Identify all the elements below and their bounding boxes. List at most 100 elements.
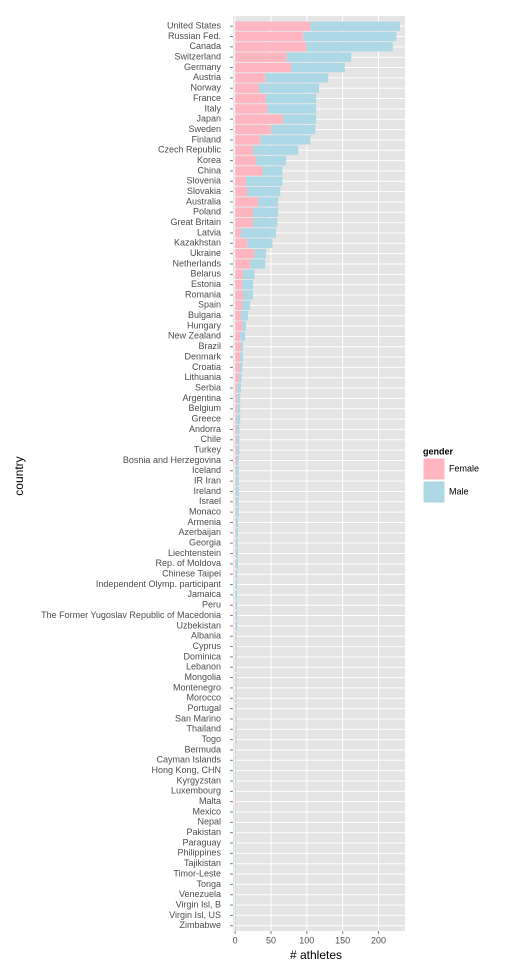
bar xyxy=(235,652,236,662)
x-tick-label: 100 xyxy=(299,935,314,945)
bar xyxy=(235,745,236,755)
bar xyxy=(235,610,238,621)
y-tick-label: Belarus xyxy=(190,269,221,279)
bar xyxy=(235,362,240,373)
bar xyxy=(235,114,284,124)
bar xyxy=(235,714,237,724)
x-tick-label: 150 xyxy=(335,935,350,945)
bar xyxy=(238,373,242,383)
y-tick-label: Monaco xyxy=(189,507,221,517)
bar xyxy=(286,52,352,62)
bar xyxy=(310,21,400,31)
bar xyxy=(236,435,240,445)
bar xyxy=(235,476,236,486)
y-tick-label: Independent Olymp. participant xyxy=(96,579,222,589)
bar xyxy=(235,662,237,672)
bar xyxy=(235,424,237,435)
bar xyxy=(235,104,268,114)
y-tick-label: The Former Yugoslav Republic of Macedoni… xyxy=(41,610,221,620)
bar xyxy=(240,331,246,342)
bar xyxy=(235,569,236,579)
bar xyxy=(235,186,248,197)
bar xyxy=(235,197,259,207)
bar xyxy=(253,145,299,155)
y-tick-label: Belgium xyxy=(188,403,221,413)
bar xyxy=(303,31,397,42)
bar xyxy=(235,486,239,497)
y-tick-label: Ukraine xyxy=(190,248,221,258)
y-tick-label: Andorra xyxy=(189,424,221,434)
y-tick-label: Peru xyxy=(202,600,221,610)
bar xyxy=(253,217,278,228)
bar xyxy=(235,435,237,445)
bar xyxy=(240,311,249,321)
y-tick-label: Lithuania xyxy=(184,372,221,382)
y-tick-label: Iceland xyxy=(192,465,221,475)
y-tick-label: Ireland xyxy=(193,486,221,496)
bar xyxy=(235,538,239,548)
y-tick-label: Germany xyxy=(184,62,222,72)
bar xyxy=(283,114,317,124)
bar xyxy=(235,569,238,579)
bar xyxy=(235,807,236,817)
bar xyxy=(258,83,319,93)
bar xyxy=(240,228,276,238)
bar xyxy=(235,280,243,290)
bar xyxy=(235,31,304,42)
legend-key xyxy=(422,480,446,504)
bar xyxy=(235,476,239,486)
bar xyxy=(235,859,236,869)
y-tick-label: Denmark xyxy=(184,351,221,361)
bar xyxy=(235,590,238,600)
y-tick-label: Slovenia xyxy=(186,176,221,186)
bar xyxy=(235,869,236,879)
y-tick-label: Hong Kong, CHN xyxy=(151,765,221,775)
y-tick-label: Mexico xyxy=(192,806,221,816)
y-tick-label: Netherlands xyxy=(172,258,221,268)
y-tick-label: Austria xyxy=(193,72,221,82)
y-tick-label: Georgia xyxy=(189,538,221,548)
y-tick-label: Russian Fed. xyxy=(168,31,221,41)
bar xyxy=(237,404,241,414)
y-tick-label: Timor-Leste xyxy=(173,868,221,878)
bar xyxy=(235,248,255,259)
x-axis-title: # athletes xyxy=(290,948,342,962)
bar xyxy=(235,641,237,652)
bar xyxy=(235,124,271,135)
y-tick-label: Azerbaijan xyxy=(178,527,221,537)
bar xyxy=(235,217,254,228)
bar xyxy=(236,424,240,435)
y-tick-label: Armenia xyxy=(187,517,221,527)
bar xyxy=(235,52,287,62)
y-tick-label: Mongolia xyxy=(184,672,221,682)
bar xyxy=(235,21,311,31)
y-tick-label: Bulgaria xyxy=(188,310,221,320)
bar xyxy=(235,352,241,362)
x-tick-label: 0 xyxy=(233,935,238,945)
bar xyxy=(236,455,239,466)
bar xyxy=(235,331,241,342)
bar xyxy=(235,693,237,703)
bar xyxy=(235,610,236,621)
bar xyxy=(235,528,239,538)
bar xyxy=(235,703,236,714)
bar xyxy=(235,73,266,83)
bar xyxy=(235,765,236,776)
bar xyxy=(235,207,254,217)
bar xyxy=(235,393,238,404)
y-tick-label: Rep. of Moldova xyxy=(155,558,221,568)
bar xyxy=(235,797,236,807)
y-tick-label: Luxembourg xyxy=(171,786,221,796)
y-tick-label: Australia xyxy=(186,196,221,206)
bar xyxy=(235,528,236,538)
y-tick-label: Bosnia and Herzegovina xyxy=(123,455,221,465)
bar xyxy=(235,42,307,52)
bar xyxy=(235,300,243,311)
bar xyxy=(235,414,237,424)
bar xyxy=(291,62,345,73)
y-tick-label: Argentina xyxy=(182,393,221,403)
y-tick-label: IR Iran xyxy=(194,476,221,486)
y-tick-label: Chile xyxy=(200,434,221,444)
y-tick-label: Slovakia xyxy=(187,186,221,196)
bar xyxy=(235,548,236,559)
